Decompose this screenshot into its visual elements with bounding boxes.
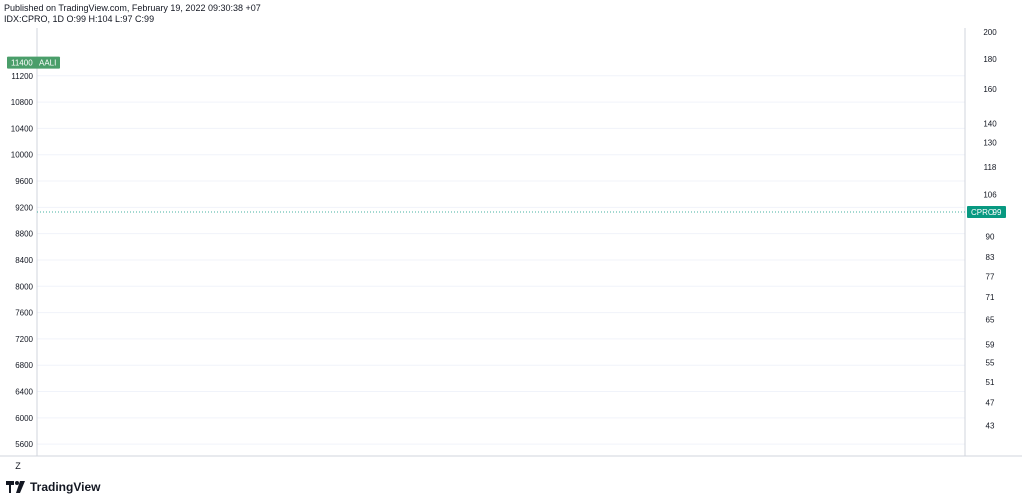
left-tick-label: 8400 (15, 256, 33, 265)
right-tick-label: 55 (986, 358, 995, 367)
left-tick-label: 6000 (15, 414, 33, 423)
right-tick-label: 65 (986, 316, 995, 325)
left-tick-label: 7600 (15, 309, 33, 318)
left-tick-label: 6800 (15, 361, 33, 370)
right-tick-label: 71 (986, 293, 995, 302)
right-tick-label: 130 (983, 138, 997, 147)
right-tick-label: 180 (983, 55, 997, 64)
tradingview-logo[interactable]: TradingView (6, 479, 100, 495)
right-tick-label: 51 (986, 378, 995, 387)
footer (0, 474, 1024, 499)
left-tick-label: 10400 (11, 124, 34, 133)
right-tick-label: 43 (986, 421, 995, 430)
right-tick-label: 90 (986, 232, 995, 241)
aali-last-value: 11400 (11, 59, 33, 68)
left-tick-label: 9600 (15, 177, 33, 186)
symbol-ohlc-line: IDX:CPRO, 1D O:99 H:104 L:97 C:99 (4, 14, 155, 24)
right-tick-label: 160 (983, 85, 997, 94)
left-tick-label: 10800 (11, 98, 34, 107)
right-tick-label: 106 (983, 191, 997, 200)
left-tick-label: 9200 (15, 203, 33, 212)
right-tick-label: 83 (986, 253, 995, 262)
left-tick-label: 10000 (11, 151, 34, 160)
chart-svg[interactable]: 5600 6000 6400 6800 7200 7600 8000 8400 8800 9200… (0, 28, 1022, 474)
right-tick-label: 118 (984, 163, 997, 172)
right-tick-label: 77 (986, 272, 995, 281)
cpro-label-bg (967, 206, 1006, 219)
left-tick-label: 11200 (11, 72, 33, 81)
left-tick-label: 6400 (15, 388, 33, 397)
left-price-axis: 5600 6000 6400 6800 7200 7600 8000 8400 8800 9200… (11, 72, 34, 449)
right-tick-label: 47 (986, 399, 995, 408)
cpro-last-value: 99 (993, 208, 1002, 217)
aali-label-bg (7, 56, 60, 69)
left-tick-label: 5600 (15, 440, 33, 449)
corner-label[interactable]: Z (15, 461, 21, 471)
tradingview-brand-text: TradingView (30, 480, 101, 494)
cpro-series-name: CPRO (971, 208, 994, 217)
right-price-axis: 4347515559657177839098106118130140160180… (983, 28, 997, 430)
grid-lines (37, 75, 965, 445)
left-tick-label: 8000 (15, 282, 33, 291)
right-tick-label: 140 (983, 119, 997, 128)
published-line: Published on TradingView.com, February 1… (4, 3, 261, 13)
right-tick-label: 59 (986, 341, 995, 350)
left-tick-label: 7200 (15, 335, 33, 344)
aali-series-name: AALI (39, 59, 56, 68)
left-tick-label: 8800 (15, 230, 33, 239)
tradingview-logo-icon (6, 481, 25, 493)
right-tick-label: 200 (983, 28, 997, 37)
